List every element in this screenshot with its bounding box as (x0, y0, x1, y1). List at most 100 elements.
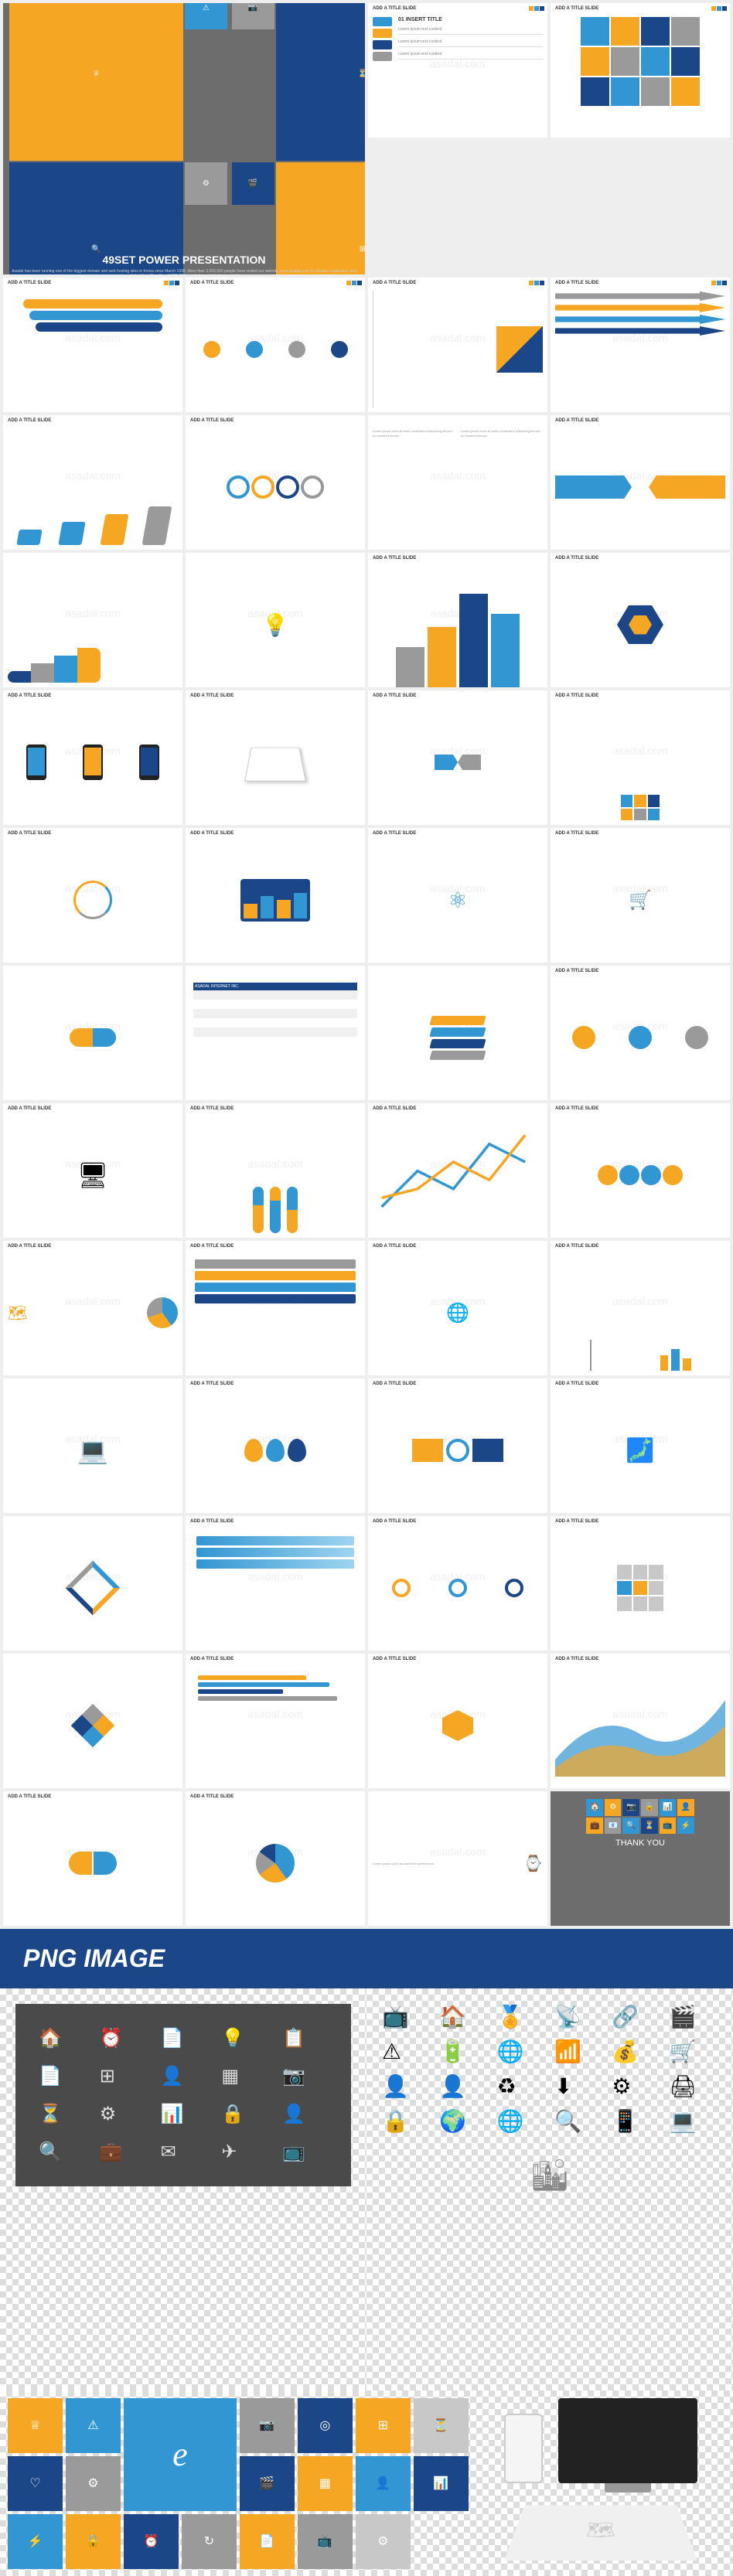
world-icon: 🌐 (497, 2108, 545, 2134)
slide-45: asadal.com ADD A TITLE SLIDE (186, 1654, 365, 1788)
user-remove-icon: 👤 (439, 2073, 487, 2099)
dark-icon-panel: 🏠 ⏰ 📄 💡 📋 📄 ⊞ 👤 ▦ 📷 ⏳ ⚙ 📊 🔒 👤 🔍 💼 ✉ ✈ 📺 (15, 2004, 351, 2186)
slide-33: asadal.com ADD A TITLE SLIDE (186, 1241, 365, 1375)
hourglass-icon: ⏳ (39, 2103, 84, 2125)
globe-icon: 🌐 (497, 2039, 545, 2064)
bulb-icon: 💡 (221, 2027, 267, 2050)
slide-16: asadal.com ADD A TITLE SLIDE (3, 690, 182, 825)
warning-icon: ⚠ (382, 2039, 430, 2064)
slide-39: asadal.com ADD A TITLE SLIDE 🗾 (551, 1378, 730, 1513)
warning-tile: ⚠ (66, 2398, 121, 2453)
slide-32: asadal.com ADD A TITLE SLIDE 🗺 (3, 1241, 182, 1375)
mail-icon: ✉ (161, 2141, 206, 2163)
apps-icon: ▦ (221, 2065, 267, 2087)
slide-22: asadal.com ADD A TITLE SLIDE (368, 828, 547, 963)
png-section: 🏠 ⏰ 📄 💡 📋 📄 ⊞ 👤 ▦ 📷 ⏳ ⚙ 📊 🔒 👤 🔍 💼 ✉ ✈ 📺 … (0, 1988, 733, 2390)
padlock-icon: 🔒 (382, 2108, 430, 2134)
refresh-tile: ↻ (182, 2514, 237, 2569)
magnify-icon: 🔍 (554, 2108, 602, 2134)
slide-13: asadal.com (186, 553, 365, 687)
home-icon: 🏠 (39, 2027, 84, 2050)
file-icon: 📄 (39, 2065, 84, 2087)
slide-27: asadal.com ADD A TITLE SLIDE (551, 966, 730, 1100)
slide-19: asadal.com ADD A TITLE SLIDE (551, 690, 730, 825)
grid-tile: ⊞ (356, 2398, 411, 2453)
slide-4: asadal.com ADD A TITLE SLIDE (3, 278, 182, 412)
slide-5: asadal.com ADD A TITLE SLIDE (186, 278, 365, 412)
slide-9: asadal.com ADD A TITLE SLIDE (186, 415, 365, 550)
slide-37: asadal.com ADD A TITLE SLIDE (186, 1378, 365, 1513)
slide-28: asadal.com ADD A TITLE SLIDE (3, 1103, 182, 1238)
slide-18: asadal.com ADD A TITLE SLIDE (368, 690, 547, 825)
slide-30: asadal.com ADD A TITLE SLIDE (368, 1103, 547, 1238)
tv-icon: 📺 (282, 2141, 328, 2163)
grid-icon: ⊞ (100, 2065, 145, 2087)
target-tile: ◎ (298, 2398, 353, 2453)
slide-40: asadal.com (3, 1516, 182, 1651)
recycle-icon: ♻ (497, 2073, 545, 2099)
share-icon: 🔗 (612, 2004, 660, 2029)
mobile-icon: 📱 (612, 2108, 660, 2134)
search-icon: 🔍 (39, 2141, 84, 2163)
slide-thankyou: 🏠⚙📷🔒📊👤 💼📧🔍⏳📺⚡ THANK YOU (551, 1791, 730, 1926)
slide-35: asadal.com ADD A TITLE SLIDE (551, 1241, 730, 1375)
slide-20: asadal.com ADD A TITLE SLIDE (3, 828, 182, 963)
slide-21: asadal.com ADD A TITLE SLIDE (186, 828, 365, 963)
slide-10: asadal.com Lorem ipsum dolor sit amet co… (368, 415, 547, 550)
person-icon: 👤 (282, 2103, 328, 2125)
signal-icon: 📶 (554, 2039, 602, 2064)
slide-38: asadal.com ADD A TITLE SLIDE (368, 1378, 547, 1513)
heart-tile: ♡ (8, 2456, 63, 2511)
slide-8: asadal.com ADD A TITLE SLIDE (3, 415, 182, 550)
gear-tile: ⚙ (66, 2456, 121, 2511)
hourglass-tile: ⏳ (414, 2398, 469, 2453)
gear-icon: ⚙ (100, 2103, 145, 2125)
laptop-icon: 💻 (670, 2108, 718, 2134)
chart-icon: 📊 (161, 2103, 206, 2125)
slide-2: asadal.com ADD A TITLE SLIDE 01 INSERT T… (368, 3, 547, 138)
settings-tile: ⚙ (356, 2514, 411, 2569)
slide-36: asadal.com (3, 1378, 182, 1513)
slide-14: asadal.com ADD A TITLE SLIDE (368, 553, 547, 687)
apps-tile: ▦ (298, 2456, 353, 2511)
slide-29: asadal.com ADD A TITLE SLIDE (186, 1103, 365, 1238)
cart-icon: 🛒 (670, 2039, 718, 2064)
cover-desc: Asadal has been running one of the bigge… (9, 269, 359, 274)
clock-tile: ⏰ (124, 2514, 179, 2569)
doc-tile: 📄 (240, 2514, 295, 2569)
slide-41: asadal.com ADD A TITLE SLIDE (186, 1516, 365, 1651)
world-map: 🗺 (504, 2506, 697, 2561)
slide-25: asadal.com ASADAL INTERNET INC. (186, 966, 365, 1100)
ie-tile: e (124, 2398, 237, 2511)
slide-15: asadal.com ADD A TITLE SLIDE (551, 553, 730, 687)
user-tile: 👤 (356, 2456, 411, 2511)
slide-3: asadal.com ADD A TITLE SLIDE (551, 3, 730, 138)
download-icon: ⬇ (554, 2073, 602, 2099)
doc-icon: 📄 (161, 2027, 206, 2050)
slide-48: asadal.com ADD A TITLE SLIDE (3, 1791, 182, 1926)
cover-slide: ♕ ⚠ e 📷 ⏳ 💼 🏠 🔍 ⚙ 🎬 ⊞ 👤 ⚡ 🔒 Insert your … (3, 3, 365, 274)
battery-icon: 🔋 (439, 2039, 487, 2064)
bottom-section: ♕ ⚠ e 📷 ◎ ⊞ ⏳ ♡ ⚙ 🎬 ▦ 👤 📊 ⚡ 🔒 ⏰ ↻ 📄 📺 ⚙ … (0, 2390, 733, 2576)
slide-26: asadal.com (368, 966, 547, 1100)
slide-23: asadal.com ADD A TITLE SLIDE (551, 828, 730, 963)
cover-tiles: ♕ ⚠ e 📷 ⏳ 💼 🏠 🔍 ⚙ 🎬 ⊞ 👤 ⚡ 🔒 Insert your … (9, 3, 359, 249)
user-add-icon: 👤 (382, 2073, 430, 2099)
slide2-title: 01 INSERT TITLE (398, 17, 543, 22)
clock-icon: ⏰ (100, 2027, 145, 2050)
slide-50: asadal.com Lorem ipsum dolor sit amet te… (368, 1791, 547, 1926)
slide-12: asadal.com (3, 553, 182, 687)
tv-icon: 📺 (382, 2004, 430, 2029)
slide-24: asadal.com (3, 966, 182, 1100)
camera-tile: 📷 (240, 2398, 295, 2453)
lock-icon: 🔒 (221, 2103, 267, 2125)
monitor-mockup (558, 2398, 697, 2483)
slide-11: asadal.com ADD A TITLE SLIDE (551, 415, 730, 550)
printer-icon: 🖨 (670, 2073, 718, 2099)
slide-44: asadal.com (3, 1654, 182, 1788)
slide-42: asadal.com ADD A TITLE SLIDE (368, 1516, 547, 1651)
png-header: PNG IMAGE (0, 1929, 733, 1988)
bolt-tile: ⚡ (8, 2514, 63, 2569)
user-icon: 👤 (161, 2065, 206, 2087)
slide-17: asadal.com ADD A TITLE SLIDE (186, 690, 365, 825)
